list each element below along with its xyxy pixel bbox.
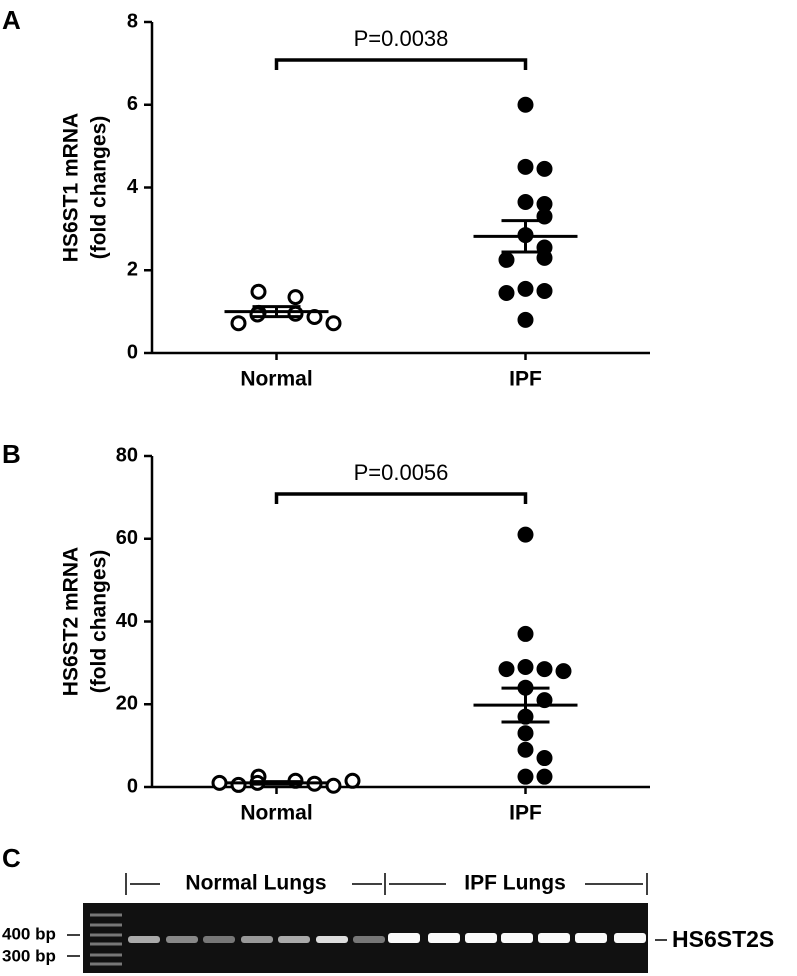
data-point xyxy=(517,526,534,543)
marker-label: 400 bp xyxy=(2,924,56,943)
gel-band xyxy=(538,933,570,943)
data-point xyxy=(517,625,534,642)
data-point xyxy=(555,663,572,680)
data-point xyxy=(344,772,361,789)
data-point xyxy=(517,768,534,785)
data-point xyxy=(211,774,228,791)
gel-band xyxy=(614,933,646,943)
marker-label: 300 bp xyxy=(2,946,56,965)
data-point xyxy=(498,251,515,268)
p-value: P=0.0038 xyxy=(354,26,449,51)
data-point xyxy=(517,193,534,210)
y-axis-label: (fold changes) xyxy=(88,550,111,694)
data-point xyxy=(517,725,534,742)
data-point xyxy=(287,289,304,306)
x-tick-label: Normal xyxy=(240,802,312,825)
y-tick-label: 0 xyxy=(127,341,138,363)
data-point xyxy=(498,285,515,302)
ladder-band xyxy=(90,933,122,937)
data-point xyxy=(517,311,534,328)
gel-band xyxy=(241,936,273,943)
y-axis-label: HS6ST1 mRNA xyxy=(60,113,83,262)
y-tick-label: 4 xyxy=(127,176,139,198)
data-point xyxy=(536,750,553,767)
gel-band xyxy=(575,933,607,943)
data-point xyxy=(536,160,553,177)
data-point xyxy=(287,305,304,322)
ladder-band xyxy=(90,913,122,917)
gel-band xyxy=(128,936,160,943)
group-label: Normal Lungs xyxy=(185,872,326,895)
panel-label: A xyxy=(2,5,21,35)
y-tick-label: 80 xyxy=(116,444,138,466)
data-point xyxy=(517,158,534,175)
data-point xyxy=(536,661,553,678)
y-tick-label: 6 xyxy=(127,93,138,115)
data-point xyxy=(249,306,266,323)
gel-band xyxy=(353,936,385,943)
y-tick-label: 2 xyxy=(127,259,138,281)
gel-band xyxy=(166,936,198,943)
gel-band xyxy=(501,933,533,943)
gel-band xyxy=(428,933,460,943)
data-point xyxy=(250,283,267,300)
ladder-band xyxy=(90,923,122,927)
data-point xyxy=(517,280,534,297)
x-tick-label: Normal xyxy=(240,368,312,391)
data-point xyxy=(517,659,534,676)
y-tick-label: 8 xyxy=(127,10,138,32)
significance-bracket xyxy=(274,58,528,70)
gel-band xyxy=(316,936,348,943)
y-tick-label: 40 xyxy=(116,610,138,632)
data-point xyxy=(517,96,534,113)
data-point xyxy=(230,776,247,793)
data-point xyxy=(498,661,515,678)
gel-band xyxy=(203,936,235,943)
data-point xyxy=(536,282,553,299)
band-label: HS6ST2S xyxy=(672,926,774,952)
y-axis-label: HS6ST2 mRNA xyxy=(60,547,83,696)
gel-panel: C Normal Lungs IPF Lungs 400 bp 300 bp H… xyxy=(2,843,774,973)
ladder-band xyxy=(90,953,122,957)
data-point xyxy=(325,777,342,794)
gel-band xyxy=(465,933,497,943)
panel-label: B xyxy=(2,439,21,469)
ladder-band xyxy=(90,942,122,946)
x-tick-label: IPF xyxy=(509,802,542,825)
ladder-band xyxy=(90,962,122,966)
data-point xyxy=(325,315,342,332)
p-value: P=0.0056 xyxy=(354,460,449,485)
y-tick-label: 0 xyxy=(127,775,138,797)
panel-label: C xyxy=(2,843,21,873)
data-point xyxy=(536,768,553,785)
group-label: IPF Lungs xyxy=(464,872,566,895)
x-tick-label: IPF xyxy=(509,368,542,391)
y-tick-label: 20 xyxy=(116,693,138,715)
data-point xyxy=(536,249,553,266)
gel-band xyxy=(388,933,420,943)
data-point xyxy=(517,741,534,758)
y-axis-label: (fold changes) xyxy=(88,116,111,260)
significance-bracket xyxy=(274,492,528,504)
data-point xyxy=(230,315,247,332)
y-tick-label: 60 xyxy=(116,527,138,549)
gel-band xyxy=(278,936,310,943)
